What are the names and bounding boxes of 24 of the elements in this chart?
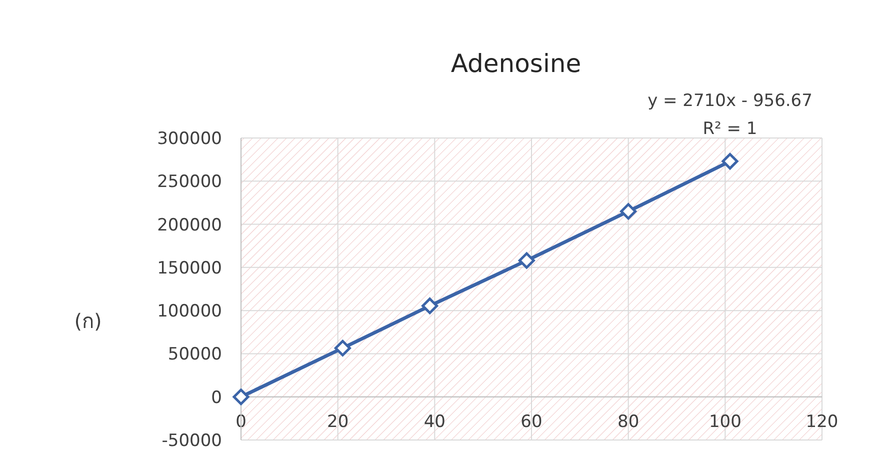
text: (ก) — [74, 309, 102, 333]
point — [232, 388, 250, 406]
point — [422, 298, 438, 314]
point — [334, 340, 351, 356]
y-tick-label: 0 — [211, 388, 222, 408]
y-tick-label: 300000 — [157, 129, 222, 149]
point — [518, 252, 535, 269]
y-tick-label: 50000 — [168, 344, 222, 365]
x-tick-label: 20 — [327, 412, 349, 432]
y-tick-label: 150000 — [157, 258, 222, 278]
text: y = 2710x - 956.67 — [648, 91, 812, 111]
point — [722, 153, 738, 170]
x-tick-label: 120 — [806, 412, 838, 432]
point — [620, 203, 637, 220]
y-tick-label: 250000 — [157, 172, 222, 192]
annotation: R² = 1 — [702, 119, 758, 139]
chart-title: Adenosine — [450, 49, 582, 78]
x-tick-label: 40 — [424, 412, 446, 432]
x-tick-label: 60 — [520, 412, 542, 432]
x-tick-label: 80 — [618, 412, 640, 432]
y-tick-label: -50000 — [162, 431, 222, 451]
y-tick-label: 100000 — [157, 302, 222, 322]
x-tick-label: 100 — [708, 412, 742, 432]
y-tick-label: 200000 — [157, 215, 222, 236]
